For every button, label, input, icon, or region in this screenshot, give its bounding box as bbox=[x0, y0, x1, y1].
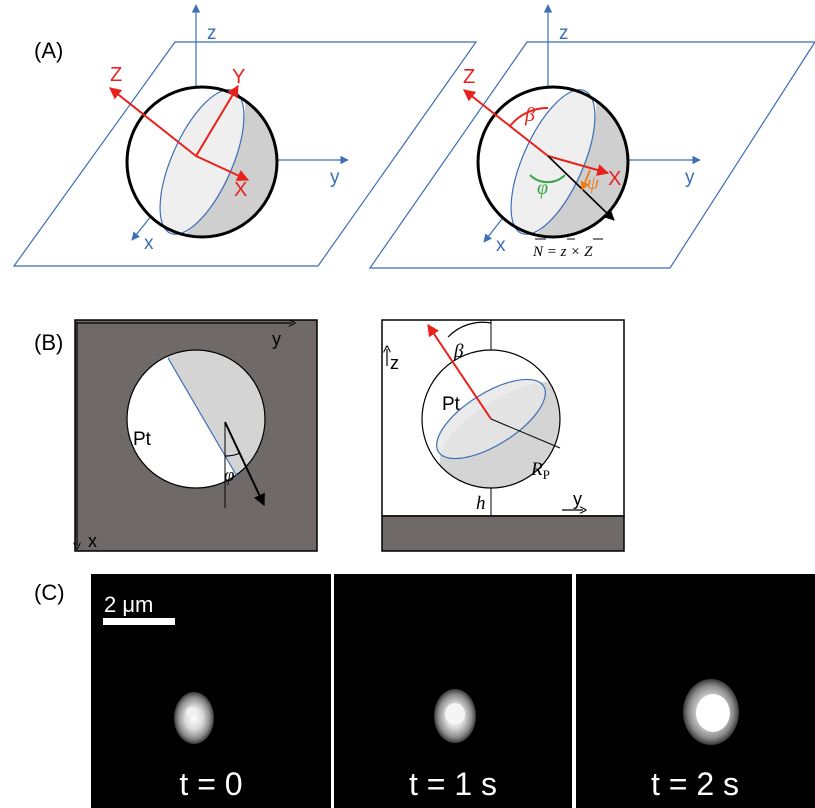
coated-hemisphere bbox=[168, 350, 265, 478]
label-x: x bbox=[88, 531, 97, 551]
panel-c-frame-2: t = 2 s bbox=[576, 574, 815, 808]
N-projection-arrow bbox=[224, 421, 265, 507]
substrate-wall bbox=[381, 515, 625, 552]
panel-c-label: (C) bbox=[34, 580, 65, 605]
label-X: X bbox=[234, 179, 247, 201]
label-y: y bbox=[573, 489, 582, 509]
label-h: h bbox=[476, 493, 486, 514]
bright-spot bbox=[696, 694, 730, 732]
microscopy-frame bbox=[91, 574, 331, 808]
label-z: z bbox=[207, 23, 217, 44]
label-y: y bbox=[685, 167, 695, 188]
panel-a-label: (A) bbox=[34, 38, 63, 63]
label-beta: β bbox=[524, 104, 535, 126]
label-phi: φ bbox=[224, 465, 235, 486]
equator-disc bbox=[510, 89, 596, 235]
psi-arc bbox=[580, 169, 591, 191]
panel-b-top-view: y x Pt φ bbox=[75, 319, 318, 552]
label-X: X bbox=[608, 168, 621, 190]
label-z: z bbox=[390, 353, 399, 373]
beta-arc bbox=[447, 321, 492, 338]
label-x: x bbox=[496, 235, 506, 256]
time-label: t = 0 bbox=[179, 766, 242, 802]
X-body-axis bbox=[547, 155, 610, 176]
particle-outline bbox=[126, 349, 266, 489]
Z-body-axis bbox=[463, 89, 549, 157]
label-x: x bbox=[144, 233, 154, 254]
panel-c-frame-1: t = 1 s bbox=[334, 574, 572, 808]
label-y: y bbox=[330, 167, 340, 188]
label-rp: RP bbox=[530, 459, 550, 482]
particle-outline bbox=[476, 85, 630, 239]
panel-a-right-diagram: z y x Z X β φ ψ N = z × Z bbox=[368, 4, 815, 269]
phi-arc bbox=[529, 174, 566, 184]
beta-arc bbox=[509, 106, 549, 127]
bright-spot bbox=[445, 703, 465, 725]
label-beta: β bbox=[453, 341, 464, 362]
Z-axis-arrow bbox=[427, 324, 492, 420]
label-psi: ψ bbox=[587, 173, 600, 194]
label-Y: Y bbox=[232, 66, 245, 88]
label-pt: Pt bbox=[133, 429, 152, 450]
equator-line bbox=[167, 357, 239, 479]
Z-body-axis bbox=[109, 87, 197, 157]
scale-bar-label: 2 μm bbox=[104, 592, 153, 617]
label-N-equation: N = z × Z bbox=[532, 244, 593, 260]
xy-plane bbox=[12, 41, 478, 267]
particle-outline bbox=[125, 85, 279, 239]
label-y: y bbox=[272, 329, 281, 349]
scale-bar bbox=[103, 618, 175, 625]
panel-b-label: (B) bbox=[34, 330, 63, 355]
bright-spot bbox=[186, 707, 198, 717]
label-phi: φ bbox=[537, 177, 548, 199]
label-z: z bbox=[559, 23, 569, 44]
xy-plane bbox=[368, 41, 815, 269]
label-Z: Z bbox=[110, 64, 122, 86]
time-label: t = 1 s bbox=[409, 766, 497, 802]
panel-c-frame-0: 2 μm t = 0 bbox=[91, 574, 331, 808]
phi-arc bbox=[224, 452, 241, 457]
label-pt: Pt bbox=[442, 394, 461, 415]
panel-a-left-diagram: z y x Z Y X bbox=[12, 4, 478, 267]
radius-line bbox=[490, 418, 561, 449]
label-Z: Z bbox=[463, 66, 475, 88]
particle-image bbox=[174, 692, 214, 744]
time-label: t = 2 s bbox=[651, 766, 739, 802]
Y-body-axis bbox=[195, 84, 239, 157]
panel-b-side-view: z y Pt β h RP bbox=[381, 319, 625, 552]
X-body-axis bbox=[195, 155, 250, 181]
